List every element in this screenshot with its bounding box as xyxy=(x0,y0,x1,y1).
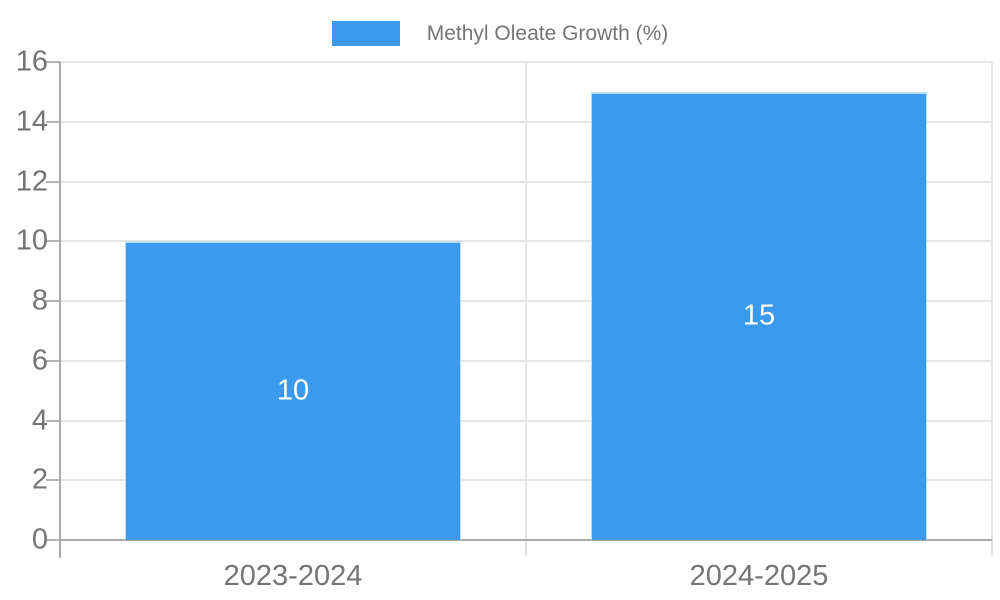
y-axis-tick-label: 2 xyxy=(31,463,48,496)
x-axis-tick-label: 2024-2025 xyxy=(689,560,829,592)
y-axis-tick-label: 14 xyxy=(15,105,48,138)
y-axis-tick-label: 4 xyxy=(31,404,48,436)
y-axis-tick-label: 6 xyxy=(31,344,48,377)
bar-value-label: 15 xyxy=(742,299,776,332)
y-axis-tick-label: 16 xyxy=(15,45,48,78)
y-axis-tick xyxy=(46,120,60,123)
x-axis-tick xyxy=(991,540,993,556)
y-axis-tick xyxy=(46,539,60,541)
x-gridline xyxy=(525,62,527,540)
bar-value-label: 10 xyxy=(276,374,310,407)
y-axis-tick xyxy=(46,359,60,362)
y-axis-tick xyxy=(46,419,60,422)
bar-2023-2024[interactable] xyxy=(125,241,461,540)
y-axis-tick xyxy=(46,61,60,63)
x-axis-tick xyxy=(525,540,527,556)
y-axis-tick-label: 10 xyxy=(15,224,48,257)
x-gridline xyxy=(991,62,993,540)
legend-label: Methyl Oleate Growth (%) xyxy=(426,21,669,45)
y-axis-tick xyxy=(46,479,60,482)
x-axis-line xyxy=(59,539,992,541)
y-axis-tick xyxy=(46,180,60,183)
legend[interactable]: Methyl Oleate Growth (%) xyxy=(0,21,1000,46)
legend-swatch-icon xyxy=(331,21,400,46)
bar-2024-2025[interactable] xyxy=(591,91,927,540)
y-axis-tick-label: 12 xyxy=(15,165,48,197)
y-axis-tick-label: 8 xyxy=(31,284,48,317)
y-axis-tick xyxy=(46,300,60,302)
x-axis-tick-label: 2023-2024 xyxy=(223,560,363,592)
y-axis-tick xyxy=(46,240,60,243)
y-axis-line xyxy=(59,62,61,558)
y-axis-tick-label: 0 xyxy=(31,523,48,556)
